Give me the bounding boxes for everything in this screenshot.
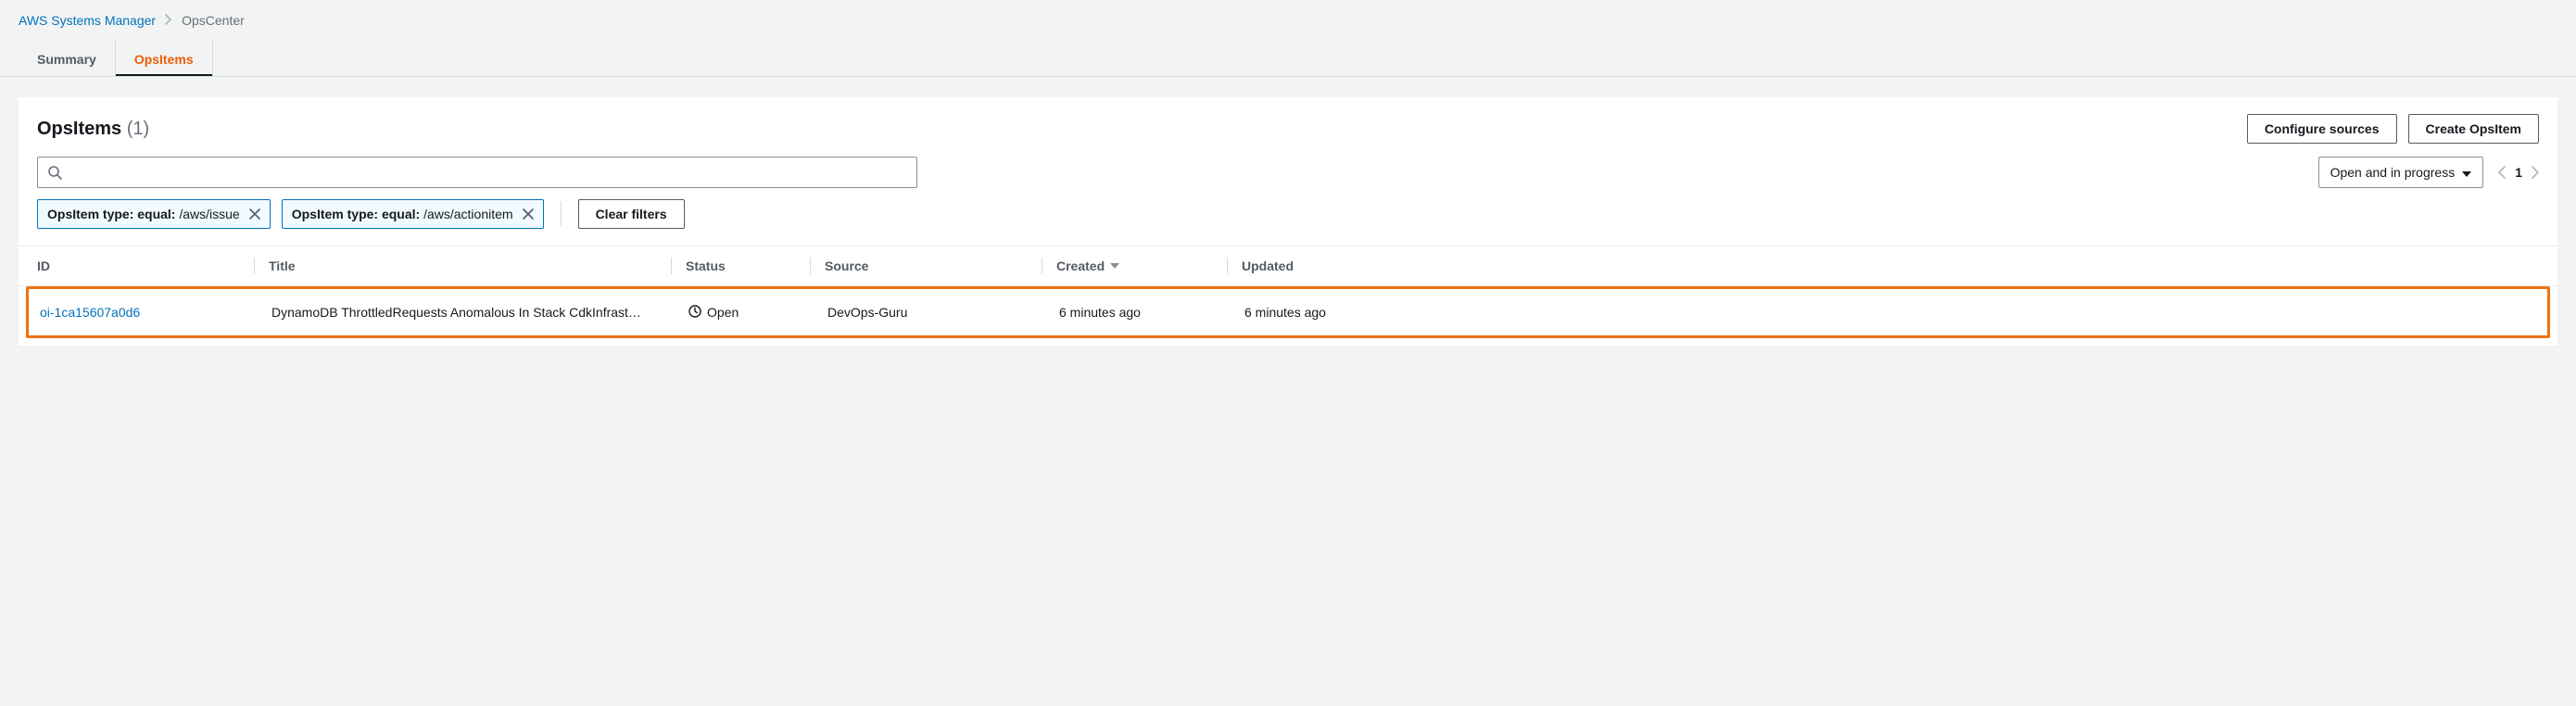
panel-title: OpsItems (1) [37, 119, 149, 140]
cell-id[interactable]: oi-1ca15607a0d6 [40, 305, 271, 320]
cell-created: 6 minutes ago [1059, 305, 1244, 320]
sort-desc-icon [1110, 263, 1119, 269]
table-header-row: ID Title Status Source Created Updated [19, 246, 2557, 286]
page-number: 1 [2515, 165, 2522, 180]
opsitems-panel: OpsItems (1) Configure sources Create Op… [19, 97, 2557, 346]
table-row[interactable]: oi-1ca15607a0d6 DynamoDB ThrottledReques… [29, 289, 2547, 335]
opsitems-table: ID Title Status Source Created Updated o… [19, 246, 2557, 338]
page-prev-icon[interactable] [2498, 166, 2506, 179]
breadcrumb: AWS Systems Manager OpsCenter [0, 13, 2576, 35]
filter-chip: OpsItem type: equal: /aws/issue [37, 199, 271, 229]
status-filter-value: Open and in progress [2330, 165, 2456, 180]
cell-updated: 6 minutes ago [1244, 305, 1402, 320]
col-title[interactable]: Title [269, 258, 686, 273]
tabs: Summary OpsItems [0, 41, 2576, 77]
search-input[interactable] [69, 165, 907, 180]
cell-status: Open [688, 305, 827, 321]
filter-chip-label: OpsItem type: equal: [292, 207, 420, 221]
close-icon[interactable] [249, 208, 260, 220]
create-opsitem-button[interactable]: Create OpsItem [2408, 114, 2539, 144]
cell-source: DevOps-Guru [827, 305, 1059, 320]
col-updated[interactable]: Updated [1242, 258, 1399, 273]
col-id[interactable]: ID [37, 258, 269, 273]
col-source[interactable]: Source [825, 258, 1056, 273]
tab-opsitems[interactable]: OpsItems [116, 41, 213, 76]
configure-sources-button[interactable]: Configure sources [2247, 114, 2397, 144]
col-created[interactable]: Created [1056, 258, 1242, 273]
filter-chip: OpsItem type: equal: /aws/actionitem [282, 199, 544, 229]
highlighted-row: oi-1ca15607a0d6 DynamoDB ThrottledReques… [26, 286, 2550, 338]
filter-chip-value: /aws/issue [179, 207, 239, 221]
clear-filters-button[interactable]: Clear filters [578, 199, 685, 229]
pagination: 1 [2498, 165, 2539, 180]
tab-summary[interactable]: Summary [19, 41, 116, 76]
col-status[interactable]: Status [686, 258, 825, 273]
close-icon[interactable] [523, 208, 534, 220]
chevron-right-icon [165, 13, 172, 28]
separator [561, 201, 562, 227]
breadcrumb-current: OpsCenter [182, 13, 245, 28]
page-next-icon[interactable] [2532, 166, 2539, 179]
status-filter-select[interactable]: Open and in progress [2318, 157, 2484, 188]
cell-title: DynamoDB ThrottledRequests Anomalous In … [271, 305, 688, 320]
clock-icon [688, 305, 701, 321]
caret-down-icon [2462, 165, 2471, 180]
search-icon [47, 165, 62, 180]
breadcrumb-root[interactable]: AWS Systems Manager [19, 13, 156, 28]
filter-chip-value: /aws/actionitem [423, 207, 512, 221]
filter-chip-label: OpsItem type: equal: [47, 207, 175, 221]
search-input-wrapper[interactable] [37, 157, 917, 188]
